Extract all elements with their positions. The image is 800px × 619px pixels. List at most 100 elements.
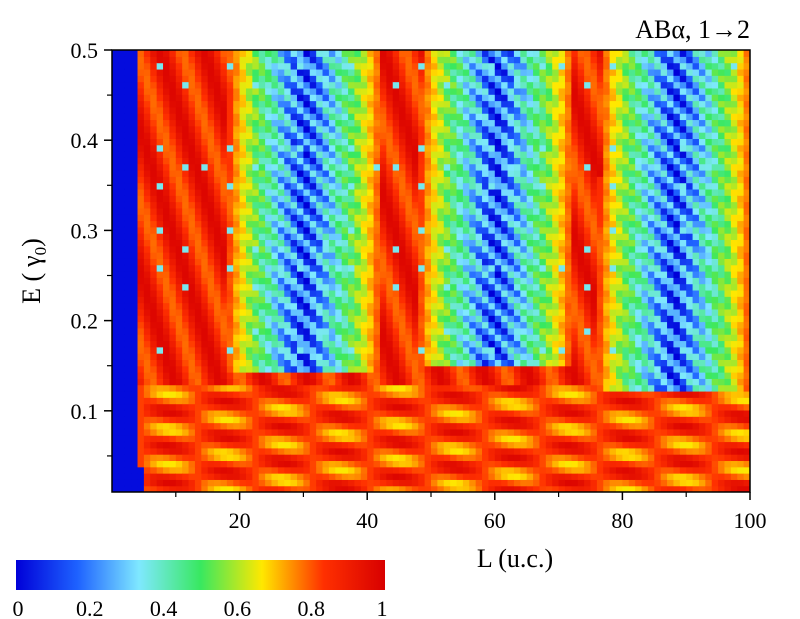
heatmap-cell xyxy=(405,195,413,203)
heatmap-cell xyxy=(252,353,260,360)
heatmap-cell xyxy=(424,252,432,259)
heatmap-cell xyxy=(379,441,387,449)
heatmap-cell xyxy=(418,435,426,443)
heatmap-cell xyxy=(214,302,222,310)
heatmap-cell xyxy=(265,327,273,335)
heatmap-cell xyxy=(469,454,477,462)
heatmap-cell xyxy=(533,75,541,83)
heatmap-cell xyxy=(513,428,521,436)
heatmap-cell xyxy=(245,94,253,102)
heatmap-cell xyxy=(335,485,343,492)
heatmap-cell xyxy=(367,460,375,468)
heatmap-cell xyxy=(386,428,394,436)
heatmap-cell xyxy=(520,100,528,108)
heatmap-cell xyxy=(150,441,158,449)
heatmap-cell xyxy=(303,182,311,190)
heatmap-cell xyxy=(335,271,343,278)
heatmap-cell xyxy=(488,182,496,190)
heatmap-cell xyxy=(552,315,560,323)
heatmap-cell xyxy=(316,157,324,165)
heatmap-cell xyxy=(335,163,343,171)
heatmap-cell xyxy=(533,233,541,241)
heatmap-cell xyxy=(386,353,394,360)
heatmap-cell xyxy=(462,359,470,367)
heatmap-cell xyxy=(150,321,158,329)
heatmap-cell xyxy=(411,68,419,76)
heatmap-cell xyxy=(341,113,349,121)
heatmap-cell xyxy=(424,132,432,139)
heatmap-cell xyxy=(277,75,285,83)
heatmap-cell xyxy=(520,75,528,83)
heatmap-cell xyxy=(513,245,521,253)
heatmap-cell xyxy=(392,252,400,259)
heatmap-cell xyxy=(501,378,509,386)
heatmap-cell xyxy=(507,485,515,492)
heatmap-cell xyxy=(520,359,528,367)
heatmap-cell xyxy=(437,466,445,474)
heatmap-cell xyxy=(188,138,196,146)
heatmap-cell xyxy=(271,390,279,398)
heatmap-cell xyxy=(405,151,413,158)
heatmap-cell xyxy=(328,132,336,139)
heatmap-cell xyxy=(271,460,279,468)
heatmap-cell xyxy=(335,283,343,291)
heatmap-cell xyxy=(418,56,426,64)
heatmap-cell xyxy=(341,403,349,411)
heatmap-cell xyxy=(456,454,464,462)
heatmap-cell xyxy=(124,473,132,480)
heatmap-cell xyxy=(354,315,362,323)
heatmap-cell xyxy=(513,50,521,57)
heatmap-cell xyxy=(150,378,158,386)
heatmap-cell xyxy=(443,359,451,367)
heatmap-cell xyxy=(360,454,368,462)
heatmap-cell xyxy=(290,169,298,177)
heatmap-cell xyxy=(124,334,132,342)
heatmap-cell xyxy=(354,428,362,436)
heatmap-cell xyxy=(462,81,470,89)
heatmap-cell xyxy=(252,125,260,133)
heatmap-cell xyxy=(379,258,387,266)
heatmap-cell xyxy=(156,214,164,222)
heatmap-cell xyxy=(214,315,222,323)
heatmap-cell xyxy=(507,378,515,386)
heatmap-cell xyxy=(348,176,356,184)
heatmap-cell xyxy=(220,106,228,114)
heatmap-cell xyxy=(399,384,407,392)
heatmap-cell xyxy=(182,454,190,462)
heatmap-cell xyxy=(354,466,362,474)
heatmap-cell xyxy=(507,62,515,70)
heatmap-cell xyxy=(163,289,171,297)
heatmap-cell xyxy=(379,94,387,102)
heatmap-cell xyxy=(367,214,375,222)
heatmap-cell xyxy=(354,308,362,316)
heatmap-cell xyxy=(150,220,158,228)
heatmap-cell xyxy=(303,308,311,316)
heatmap-cell xyxy=(156,100,164,108)
heatmap-cell xyxy=(507,264,515,272)
heatmap-cell xyxy=(226,132,234,139)
heatmap-cell xyxy=(118,68,126,76)
heatmap-cell xyxy=(284,466,292,474)
heatmap-cell xyxy=(284,81,292,89)
heatmap-cell xyxy=(373,460,381,468)
heatmap-cell xyxy=(277,454,285,462)
heatmap-cell xyxy=(513,365,521,373)
heatmap-cell xyxy=(271,271,279,278)
heatmap-cell xyxy=(112,308,119,316)
heatmap-cell xyxy=(322,359,330,367)
heatmap-cell xyxy=(418,239,426,247)
heatmap-cell xyxy=(399,113,407,121)
heatmap-cell xyxy=(252,75,260,83)
heatmap-cell xyxy=(309,50,317,57)
heatmap-cell xyxy=(533,220,541,228)
heatmap-cell xyxy=(143,283,151,291)
heatmap-cell xyxy=(456,302,464,310)
heatmap-cell xyxy=(367,327,375,335)
heatmap-cell xyxy=(309,252,317,259)
heatmap-cell xyxy=(239,258,247,266)
heatmap-cell xyxy=(564,321,572,329)
heatmap-cell xyxy=(520,466,528,474)
heatmap-cell xyxy=(156,403,164,411)
heatmap-cell xyxy=(245,157,253,165)
heatmap-cell xyxy=(137,195,145,203)
